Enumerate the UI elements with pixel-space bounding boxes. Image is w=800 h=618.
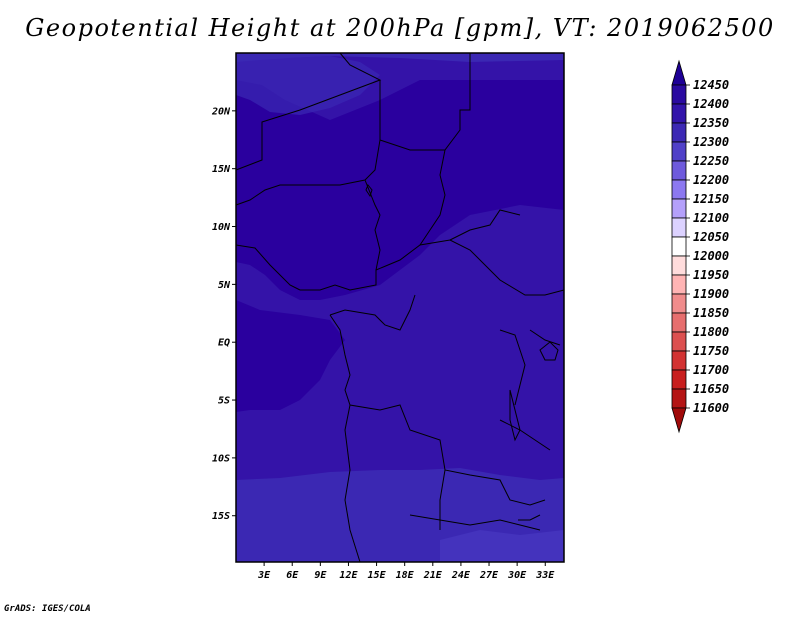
field-region-north <box>236 53 564 62</box>
latitude-axis: 20N 15N 10N 5N EQ 5S 10S 15S <box>211 106 236 522</box>
colorbar-label: 12350 <box>693 116 729 130</box>
colorbar-segment <box>671 217 687 238</box>
lon-label: 30E <box>507 570 527 581</box>
lat-label: 15N <box>212 164 231 175</box>
lon-label: 12E <box>339 570 358 581</box>
lat-label: 5S <box>218 396 230 407</box>
colorbar-segment <box>671 255 687 276</box>
colorbar-label: 12250 <box>693 154 729 168</box>
field-region-southeast <box>440 530 564 562</box>
colorbar-label: 12300 <box>693 135 729 149</box>
colorbar-segment <box>671 160 687 181</box>
colorbar-segment <box>671 369 687 390</box>
field-region-core <box>236 80 564 300</box>
colorbar-segment <box>671 388 687 409</box>
lat-label: EQ <box>218 338 230 349</box>
map-frame <box>235 52 565 563</box>
colorbar-label: 12100 <box>693 211 729 225</box>
lon-label: 21E <box>423 570 443 581</box>
colorbar-segment <box>671 350 687 371</box>
map-panel <box>235 52 565 563</box>
colorbar-segment <box>671 236 687 257</box>
lon-label: 9E <box>314 570 327 581</box>
colorbar-label: 11800 <box>693 325 729 339</box>
colorbar-label: 11950 <box>693 268 729 282</box>
lon-label: 6E <box>286 570 299 581</box>
lon-label: 3E <box>257 570 271 581</box>
country-boundaries <box>235 52 565 563</box>
lat-label: 15S <box>212 511 230 522</box>
lon-label: 15E <box>368 570 387 581</box>
lat-label: 5N <box>218 280 231 291</box>
colorbar-segment <box>671 179 687 200</box>
lat-label: 20N <box>211 106 231 117</box>
lat-label: 10N <box>212 222 231 233</box>
lat-label: 10S <box>212 453 230 464</box>
colorbar-segment <box>671 103 687 124</box>
colorbar-label: 12450 <box>693 78 729 92</box>
lon-label: 27E <box>479 570 499 581</box>
longitude-axis: 3E 6E 9E 12E 15E 18E 21E 24E 27E 30E 33E <box>257 562 555 581</box>
colorbar-segment <box>671 274 687 295</box>
colorbar-label: 12050 <box>693 230 729 244</box>
lon-label: 24E <box>451 570 471 581</box>
colorbar-segment <box>671 331 687 352</box>
colorbar-segment <box>671 312 687 333</box>
colorbar-label: 11750 <box>693 344 729 358</box>
colorbar-label: 12150 <box>693 192 729 206</box>
colorbar-top-arrow <box>671 59 687 86</box>
colorbar-label: 12000 <box>693 249 729 263</box>
lon-label: 18E <box>396 570 415 581</box>
map-title: Geopotential Height at 200hPa [gpm], VT:… <box>25 14 775 42</box>
colorbar: 12450 12400 12350 12300 12250 12200 12150 12100… <box>671 59 729 434</box>
colorbar-segment <box>671 84 687 105</box>
field-region-west <box>236 300 345 412</box>
colorbar-label: 11850 <box>693 306 729 320</box>
colorbar-label: 12200 <box>693 173 729 187</box>
colorbar-label: 11700 <box>693 363 729 377</box>
field-region-northwest <box>236 53 380 115</box>
colorbar-segment <box>671 293 687 314</box>
grads-credit: GrADS: IGES/COLA <box>4 604 91 614</box>
colorbar-label: 12400 <box>693 97 729 111</box>
colorbar-segment <box>671 198 687 219</box>
colorbar-segment <box>671 141 687 162</box>
colorbar-label: 11600 <box>693 401 729 415</box>
colorbar-label: 11900 <box>693 287 729 301</box>
colorbar-label: 11650 <box>693 382 729 396</box>
lon-label: 33E <box>535 570 555 581</box>
colorbar-bottom-arrow <box>671 407 687 434</box>
colorbar-segment <box>671 122 687 143</box>
lakes <box>365 184 559 521</box>
